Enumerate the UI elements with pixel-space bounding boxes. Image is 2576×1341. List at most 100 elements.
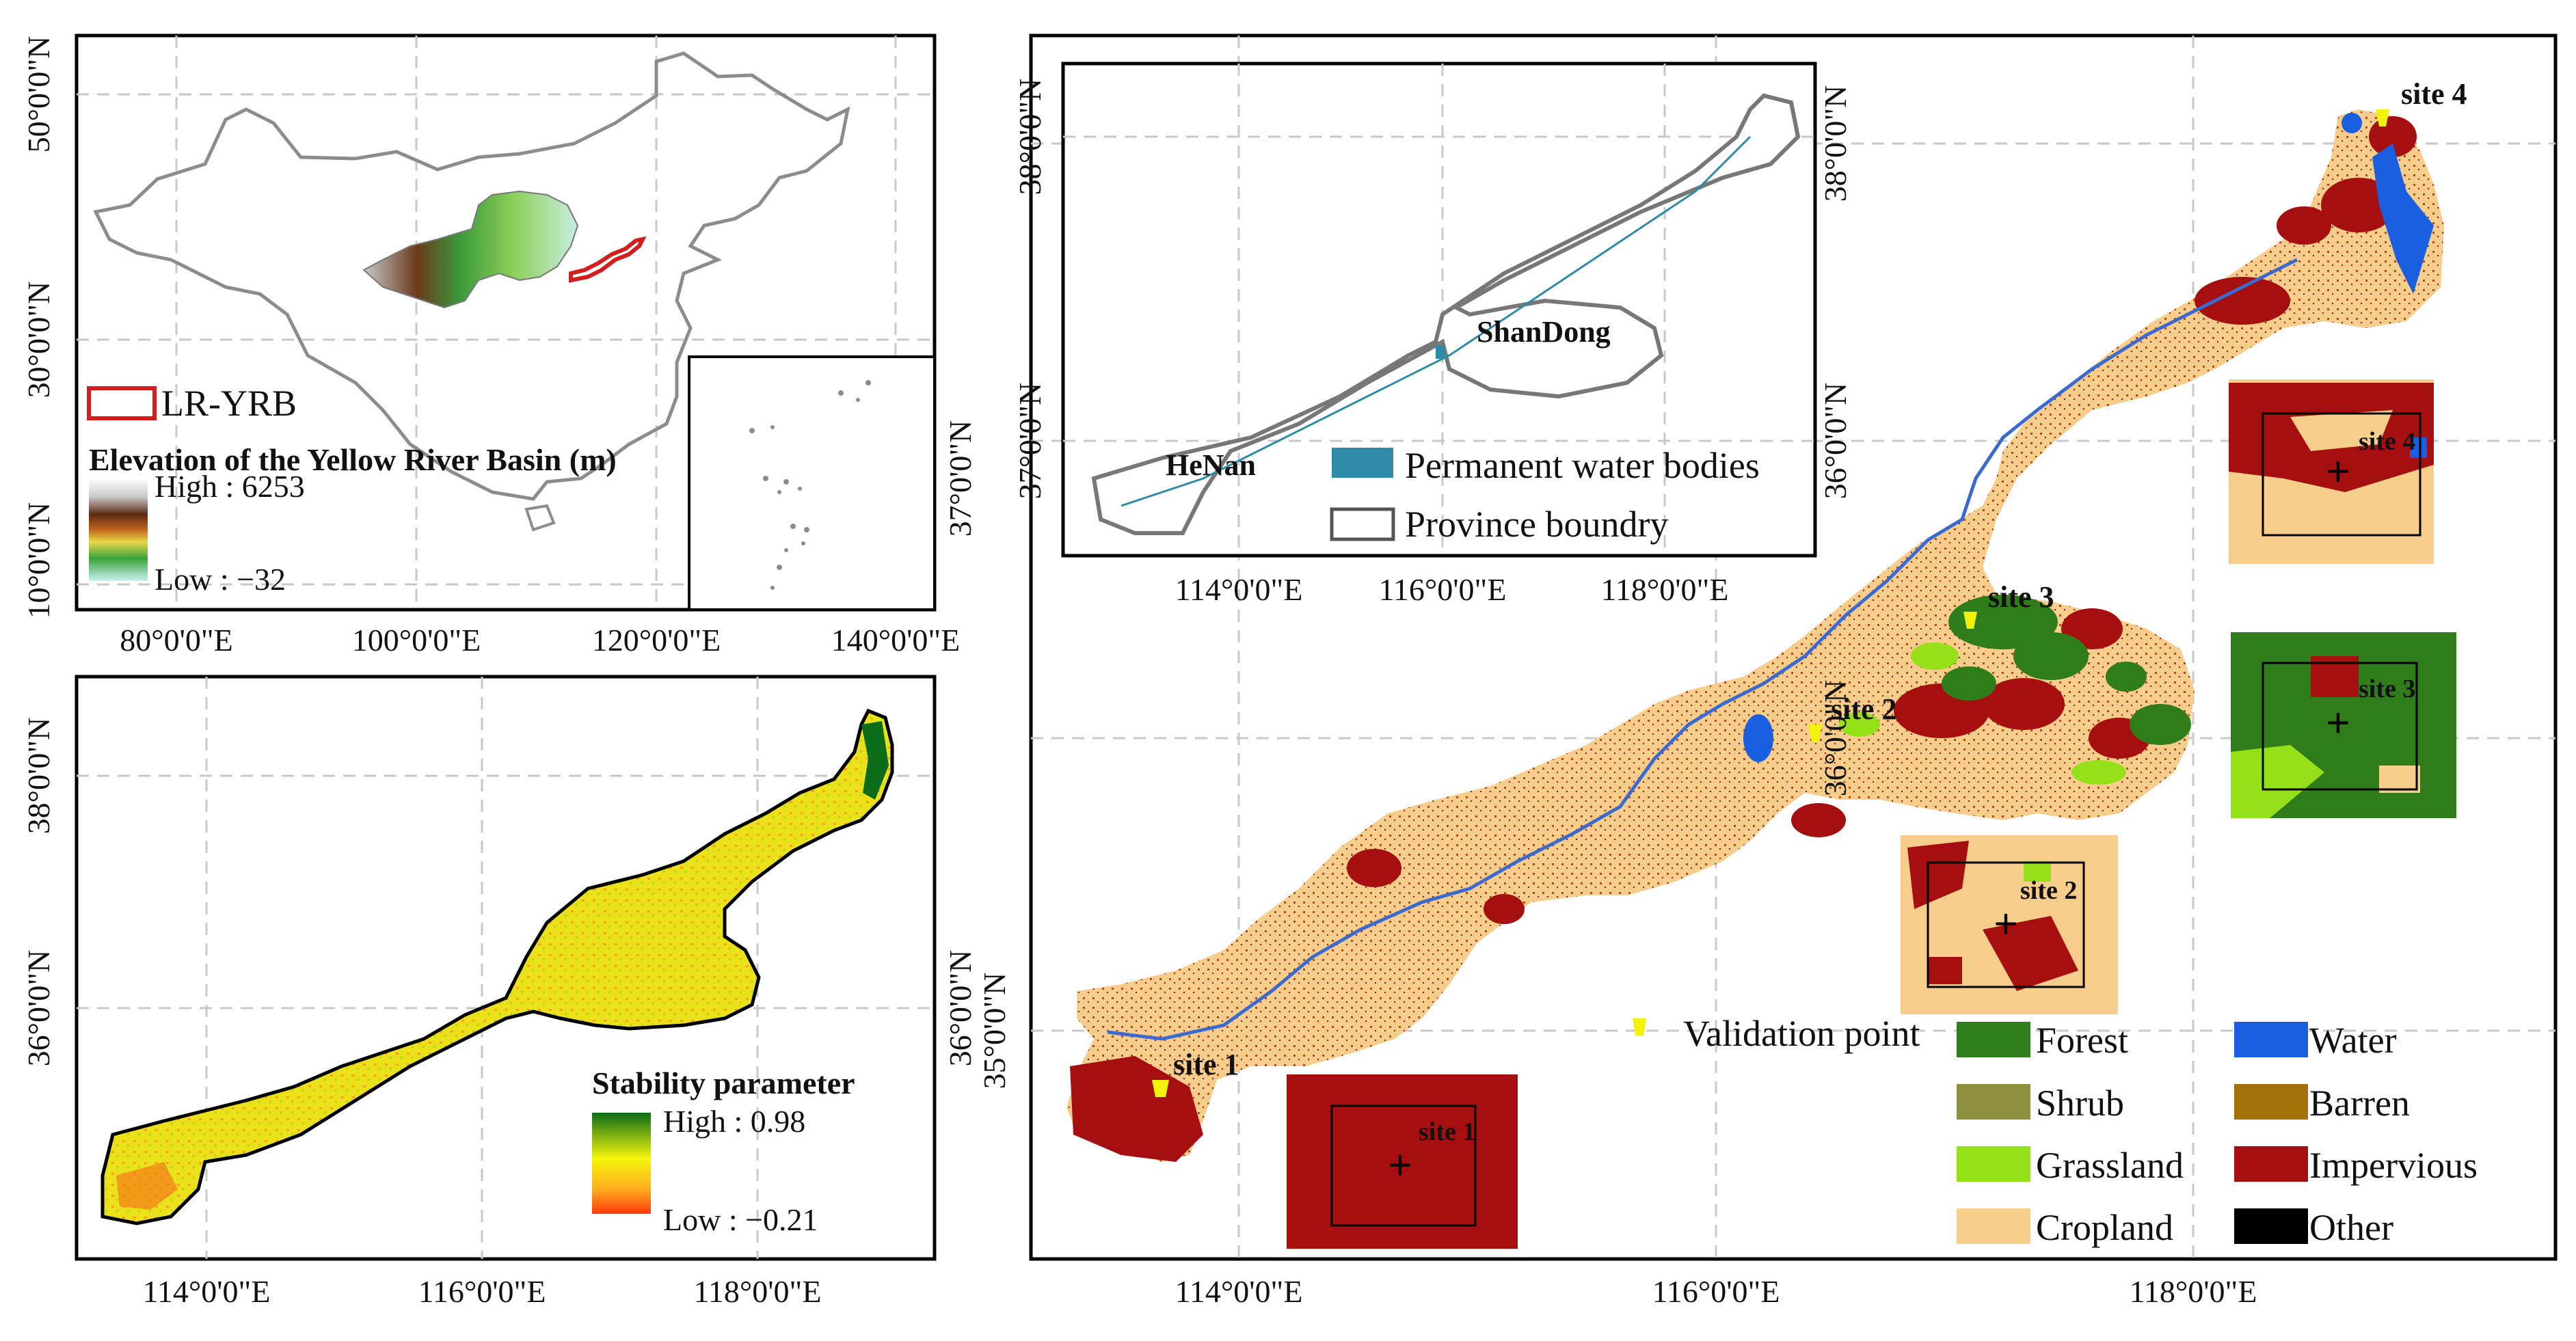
site-1-label: site 1 xyxy=(1173,1048,1239,1081)
svg-text:+: + xyxy=(2326,448,2350,494)
grassland-swatch xyxy=(1957,1146,2030,1182)
site-4-zoom-label: site 4 xyxy=(2359,427,2415,456)
barren-swatch xyxy=(2234,1084,2308,1120)
shrub-label: Shrub xyxy=(2036,1083,2124,1124)
inset-y-tick: 37°0'0"N xyxy=(1012,383,1047,500)
stability-low-label: Low : −0.21 xyxy=(663,1202,818,1237)
validation-point-site-1 xyxy=(1152,1080,1169,1097)
hainan-island xyxy=(524,504,556,532)
panel-b-y-tick: 36°0'0"N xyxy=(21,950,56,1067)
site-2-zoom-label: site 2 xyxy=(2020,876,2077,905)
province-boundary-legend-swatch xyxy=(1330,507,1395,541)
barren-label: Barren xyxy=(2309,1083,2410,1124)
lr-yrb-legend-swatch xyxy=(87,386,157,420)
inset-x-tick: 118°0'0"E xyxy=(1601,572,1729,607)
site-2-zoom: + site 2 xyxy=(1901,835,2118,1014)
validation-point-site-3 xyxy=(1963,612,1977,629)
panel-a-right-y-tick: 37°0'0"N xyxy=(943,420,978,537)
panel-a: LR-YRB Elevation of the Yellow River Bas… xyxy=(21,33,978,658)
impervious-label: Impervious xyxy=(2309,1145,2478,1186)
panel-c-y-tick: 36°0'0"N xyxy=(1818,383,1853,500)
south-china-sea-inset xyxy=(688,355,936,611)
panel-c-left-y-tick: 36°0'0"N xyxy=(1818,680,1853,797)
china-outline xyxy=(93,51,850,501)
grassland-label: Grassland xyxy=(2036,1145,2184,1186)
panel-a-x-tick: 100°0'0"E xyxy=(352,623,481,658)
stability-legend-title: Stability parameter xyxy=(592,1066,855,1100)
validation-point-site-2 xyxy=(1808,724,1822,742)
panel-c-y-tick: 38°0'0"N xyxy=(1818,85,1853,202)
cropland-label: Cropland xyxy=(2036,1207,2173,1248)
panel-b-x-tick: 114°0'0"E xyxy=(143,1274,271,1309)
henan-label: HeNan xyxy=(1166,448,1256,482)
cropland-swatch xyxy=(1957,1208,2030,1244)
panel-a-x-tick: 120°0'0"E xyxy=(592,623,721,658)
site-1-zoom-label: site 1 xyxy=(1419,1118,1475,1146)
impervious-swatch xyxy=(2234,1146,2308,1182)
panel-a-x-tick: 140°0'0"E xyxy=(831,623,961,658)
forest-patches xyxy=(1942,595,2191,745)
panel-a-x-tick: 80°0'0"E xyxy=(120,623,233,658)
province-boundary-legend-label: Province boundry xyxy=(1405,504,1668,545)
validation-legend-label: Validation point xyxy=(1683,1013,1920,1054)
elevation-legend-title: Elevation of the Yellow River Basin (m) xyxy=(89,442,617,477)
panel-c: HeNan ShanDong Permanent water bodies Pr… xyxy=(977,33,2558,1309)
inset-water-bodies xyxy=(1121,135,1752,507)
validation-point-site-4 xyxy=(2376,109,2389,126)
land-cover-legend: Forest Water Shrub Barren Grassland Impe… xyxy=(1957,1020,2478,1248)
inset-water-spot xyxy=(1436,345,1445,359)
water-patches xyxy=(1743,113,2434,762)
lr-yrb-legend-label: LR-YRB xyxy=(161,383,297,424)
svg-text:+: + xyxy=(1388,1142,1412,1188)
panel-b: Stability parameter High : 0.98 Low : −0… xyxy=(21,675,978,1309)
inset-grid xyxy=(1063,64,1815,556)
forest-label: Forest xyxy=(2036,1020,2128,1061)
panel-c-x-tick: 118°0'0"E xyxy=(2130,1274,2257,1309)
lr-yrb-region xyxy=(569,236,647,283)
panel-b-x-tick: 116°0'0"E xyxy=(418,1274,546,1309)
permanent-water-legend-label: Permanent water bodies xyxy=(1405,445,1760,486)
stability-low-patch xyxy=(116,1162,178,1210)
panel-b-grid xyxy=(77,677,935,1259)
panel-c-x-tick: 114°0'0"E xyxy=(1175,1274,1303,1309)
panel-c-y-tick: 35°0'0"N xyxy=(977,973,1012,1089)
other-label: Other xyxy=(2309,1207,2393,1248)
site-1-zoom: + site 1 xyxy=(1287,1074,1518,1249)
yellow-river-basin xyxy=(362,190,579,309)
panel-c-x-tick: 116°0'0"E xyxy=(1652,1274,1780,1309)
south-china-sea-islands xyxy=(749,380,871,590)
stability-high-patch xyxy=(861,721,889,800)
validation-markers xyxy=(1152,109,2389,1097)
land-cover-map xyxy=(1066,109,2444,1162)
shandong-label: ShanDong xyxy=(1477,315,1611,349)
panel-b-y-tick: 38°0'0"N xyxy=(21,718,56,835)
inset-y-tick: 38°0'0"N xyxy=(1012,79,1047,195)
shrub-swatch xyxy=(1957,1084,2030,1120)
svg-text:+: + xyxy=(2326,700,2350,746)
panel-b-x-tick: 118°0'0"E xyxy=(694,1274,822,1309)
panel-a-y-tick: 50°0'0"N xyxy=(21,36,56,153)
validation-legend-symbol xyxy=(1633,1018,1646,1035)
permanent-water-legend-swatch xyxy=(1332,448,1393,478)
elevation-color-ramp xyxy=(89,478,148,581)
site-3-zoom: + site 3 xyxy=(2231,632,2456,818)
site-3-zoom-label: site 3 xyxy=(2359,675,2415,703)
site-2-label: site 2 xyxy=(1831,692,1897,726)
inset-province-boundary xyxy=(1091,93,1801,535)
panel-b-frame xyxy=(75,675,937,1261)
inset-x-tick: 116°0'0"E xyxy=(1379,572,1507,607)
stability-high-label: High : 0.98 xyxy=(663,1104,805,1139)
site-3-label: site 3 xyxy=(1988,580,2054,614)
stability-color-ramp xyxy=(592,1113,651,1214)
inset-x-tick: 114°0'0"E xyxy=(1175,572,1303,607)
water-swatch xyxy=(2234,1022,2308,1057)
site-4-zoom: + site 4 xyxy=(2229,379,2434,564)
elevation-low-label: Low : −32 xyxy=(155,562,286,597)
forest-swatch xyxy=(1957,1022,2030,1057)
panel-a-y-tick: 30°0'0"N xyxy=(21,282,56,398)
svg-text:+: + xyxy=(1994,901,2017,947)
panel-a-y-tick: 10°0'0"N xyxy=(21,502,56,619)
yellow-river-channel xyxy=(1107,258,2298,1041)
panel-b-right-y-tick: 36°0'0"N xyxy=(943,950,978,1067)
